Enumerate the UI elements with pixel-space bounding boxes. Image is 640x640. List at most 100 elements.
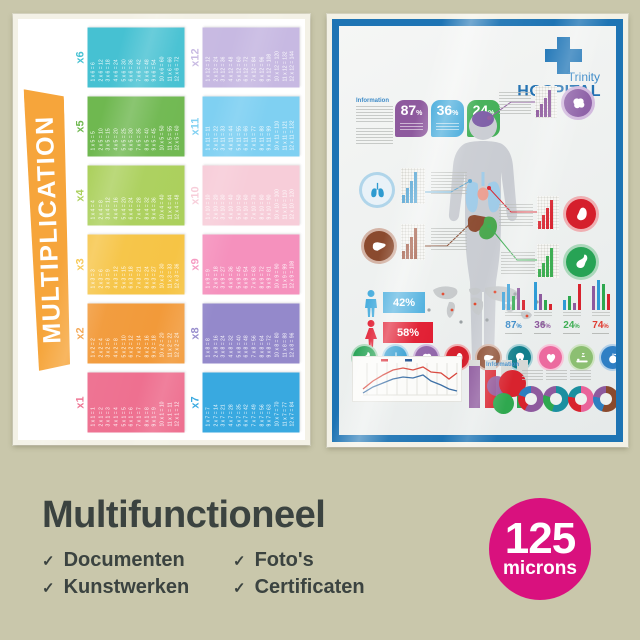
female-icon	[365, 320, 377, 347]
table-entry: 8 x 6 = 48	[143, 58, 150, 81]
table-entry: 7 x 9 = 63	[251, 265, 258, 288]
donut-chart	[518, 386, 544, 412]
table-entry: 12 x 5 = 60	[174, 125, 181, 150]
table-entry: 9 x 12 = 108	[266, 53, 273, 81]
table-entry: 11 x 3 = 33	[166, 263, 173, 288]
lungs-callout-circle	[359, 172, 395, 208]
table-entry: 7 x 8 = 56	[251, 334, 258, 357]
sleep-icon	[568, 344, 595, 371]
hospital-cross-icon	[545, 37, 582, 74]
table-entry: 8 x 4 = 32	[143, 196, 150, 219]
table-entry: 2 x 10 = 20	[212, 194, 219, 219]
stat-value: 36	[436, 102, 453, 118]
table-entry: 1 x 12 = 12	[205, 56, 211, 81]
table-entry: 3 x 11 = 33	[220, 125, 227, 150]
bar-group: 24%	[560, 278, 583, 334]
table-entry: 7 x 12 = 84	[251, 56, 258, 81]
table-entry: 2 x 2 = 4	[97, 337, 104, 357]
table-entry: 1 x 2 = 2	[90, 337, 96, 357]
feature-label: Kunstwerken	[63, 576, 190, 598]
table-entry: 9 x 10 = 90	[266, 194, 273, 219]
table-entry: 3 x 5 = 15	[105, 127, 112, 150]
list-item: ✓ Documenten	[42, 547, 189, 574]
mult-table-label: x10	[189, 185, 201, 205]
table-entry: 4 x 9 = 36	[228, 265, 235, 288]
table-entry: 5 x 2 = 10	[120, 334, 127, 357]
table-entry: 7 x 7 = 49	[251, 403, 258, 426]
feature-list-column-2: ✓ Foto's ✓ Certificaten	[233, 547, 365, 601]
table-entry: 7 x 5 = 35	[136, 127, 143, 150]
placeholder-text	[562, 312, 581, 318]
bar-group-value: 24	[563, 320, 575, 331]
bar-group-value: 87	[505, 320, 517, 331]
placeholder-text	[400, 123, 423, 130]
table-entry: 6 x 3 = 18	[128, 265, 135, 288]
thickness-badge: 125 microns	[489, 498, 591, 600]
table-entry: 3 x 9 = 27	[220, 265, 227, 288]
table-entry: 5 x 10 = 50	[235, 194, 242, 219]
table-entry: 9 x 3 = 27	[151, 265, 158, 288]
table-entry: 4 x 10 = 40	[228, 194, 235, 219]
callout-chart	[401, 168, 425, 204]
bar-chart-groups: 87% 36% 24% 74%	[502, 278, 612, 334]
table-entry: 10 x 5 = 50	[159, 125, 166, 150]
hospital-brand-name: Trinity	[567, 70, 600, 84]
table-entry: 2 x 3 = 6	[97, 268, 104, 288]
bar-group-unit: %	[574, 324, 580, 330]
bar-group-unit: %	[516, 324, 522, 330]
bar-group: 36%	[531, 278, 554, 334]
callout-chart	[535, 86, 557, 118]
stat-badge: 87%	[395, 100, 428, 137]
table-entry: 2 x 11 = 22	[212, 125, 219, 150]
table-entry: 2 x 8 = 16	[212, 334, 219, 357]
table-entry: 9 x 6 = 54	[151, 58, 158, 81]
table-entry: 4 x 3 = 12	[113, 265, 120, 288]
table-entry: 11 x 12 = 132	[281, 50, 288, 81]
table-entry: 12 x 1 = 12	[174, 401, 181, 426]
table-entry: 5 x 7 = 35	[235, 403, 242, 426]
table-entry: 6 x 2 = 12	[128, 334, 135, 357]
table-entry: 7 x 6 = 42	[136, 58, 143, 81]
table-entry: 7 x 11 = 77	[251, 125, 258, 150]
placeholder-text	[570, 370, 591, 382]
table-entry: 5 x 3 = 15	[120, 265, 127, 288]
table-entry: 10 x 10 = 100	[274, 188, 281, 219]
table-entry: 6 x 12 = 72	[243, 56, 250, 81]
table-entry: 1 x 6 = 6	[90, 61, 96, 81]
table-entry: 1 x 9 = 9	[205, 268, 211, 288]
table-entry: 12 x 7 = 84	[289, 401, 296, 426]
table-entry: 6 x 5 = 30	[128, 127, 135, 150]
lungs-icon	[362, 175, 392, 205]
table-entry: 12 x 11 = 132	[289, 119, 296, 150]
table-entry: 7 x 4 = 28	[136, 196, 143, 219]
table-entry: 10 x 7 = 70	[274, 401, 281, 426]
table-entry: 6 x 1 = 6	[128, 406, 135, 426]
stat-unit: %	[452, 110, 459, 117]
table-entry: 9 x 2 = 18	[151, 334, 158, 357]
callout-chart	[537, 244, 559, 278]
mult-table-label: x5	[74, 119, 86, 133]
feature-label: Foto's	[254, 549, 314, 571]
female-percentage: 58%	[383, 322, 433, 343]
bar-group: 87%	[502, 278, 525, 334]
table-entry: 7 x 2 = 14	[136, 334, 143, 357]
table-entry: 10 x 2 = 20	[159, 332, 166, 357]
table-entry: 2 x 12 = 24	[212, 56, 219, 81]
hospital-infographic-poster: Trinity HOSPITAL Information 87% 36%	[332, 19, 623, 442]
table-entry: 12 x 8 = 96	[289, 332, 296, 357]
table-entry: 4 x 6 = 24	[113, 58, 120, 81]
bar-group-value: 74	[592, 320, 604, 331]
